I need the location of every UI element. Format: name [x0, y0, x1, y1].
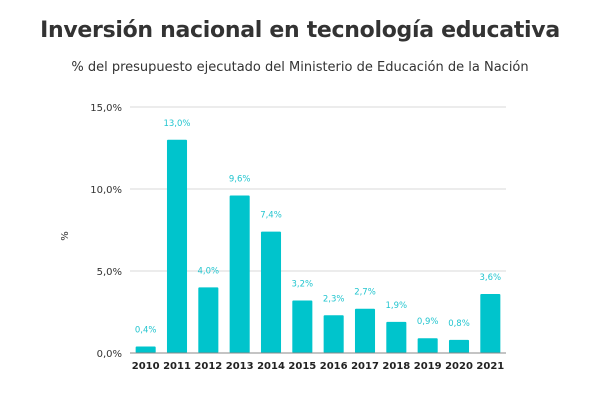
bar-2021 — [480, 293, 501, 353]
x-tick-label: 2017 — [351, 361, 379, 372]
data-label: 7,4% — [260, 211, 282, 221]
x-tick-label: 2021 — [476, 361, 504, 372]
x-tick-label: 2018 — [382, 361, 410, 372]
data-label: 3,2% — [292, 280, 314, 290]
bar-2012 — [198, 287, 219, 353]
data-label: 0,9% — [417, 317, 439, 327]
bar-2020 — [448, 339, 470, 353]
data-label: 2,3% — [323, 294, 345, 304]
bar-2018 — [386, 321, 407, 353]
bar-2014 — [260, 231, 282, 353]
y-axis-ticks: 0,0% 5,0% 10,0% 15,0% — [90, 103, 122, 360]
data-label: 2,7% — [354, 288, 376, 298]
data-labels: 0,4% 13,0% 4,0% 9,6% 7,4% 3,2% 2,3% 2,7% 1,9% 0,9… — [135, 119, 501, 336]
bar-2015 — [292, 300, 313, 353]
bar-2017 — [354, 308, 376, 353]
y-tick-label: 5,0% — [97, 267, 122, 278]
chart-title: Inversión nacional en tecnología educati… — [40, 18, 560, 43]
x-tick-label: 2010 — [132, 361, 160, 372]
x-tick-label: 2012 — [194, 361, 222, 372]
bar-2010 — [135, 346, 156, 353]
x-tick-label: 2019 — [414, 361, 442, 372]
data-label: 0,8% — [448, 319, 470, 329]
x-tick-label: 2020 — [445, 361, 473, 372]
bar-2016 — [323, 315, 344, 353]
x-axis-ticks: 2010 2011 2012 2013 2014 2015 2016 2017 2018 2019… — [132, 361, 505, 372]
y-axis-label: % — [60, 231, 71, 241]
x-tick-label: 2013 — [226, 361, 254, 372]
bar-2019 — [417, 338, 438, 353]
x-tick-label: 2014 — [257, 361, 285, 372]
y-tick-label: 10,0% — [90, 185, 122, 196]
data-label: 3,6% — [480, 273, 502, 283]
bar-2013 — [229, 195, 250, 353]
y-tick-label: 0,0% — [97, 349, 122, 360]
data-label: 1,9% — [386, 301, 408, 311]
data-label: 0,4% — [135, 325, 157, 335]
chart-subtitle: % del presupuesto ejecutado del Minister… — [71, 60, 529, 75]
x-tick-label: 2016 — [320, 361, 348, 372]
x-tick-label: 2015 — [288, 361, 316, 372]
x-tick-label: 2011 — [163, 361, 191, 372]
data-label: 4,0% — [198, 266, 220, 276]
bars — [135, 139, 501, 353]
bar-2011 — [166, 139, 188, 353]
data-label: 13,0% — [163, 119, 190, 129]
y-tick-label: 15,0% — [90, 103, 122, 114]
data-label: 9,6% — [229, 175, 251, 185]
gridlines — [130, 106, 506, 272]
